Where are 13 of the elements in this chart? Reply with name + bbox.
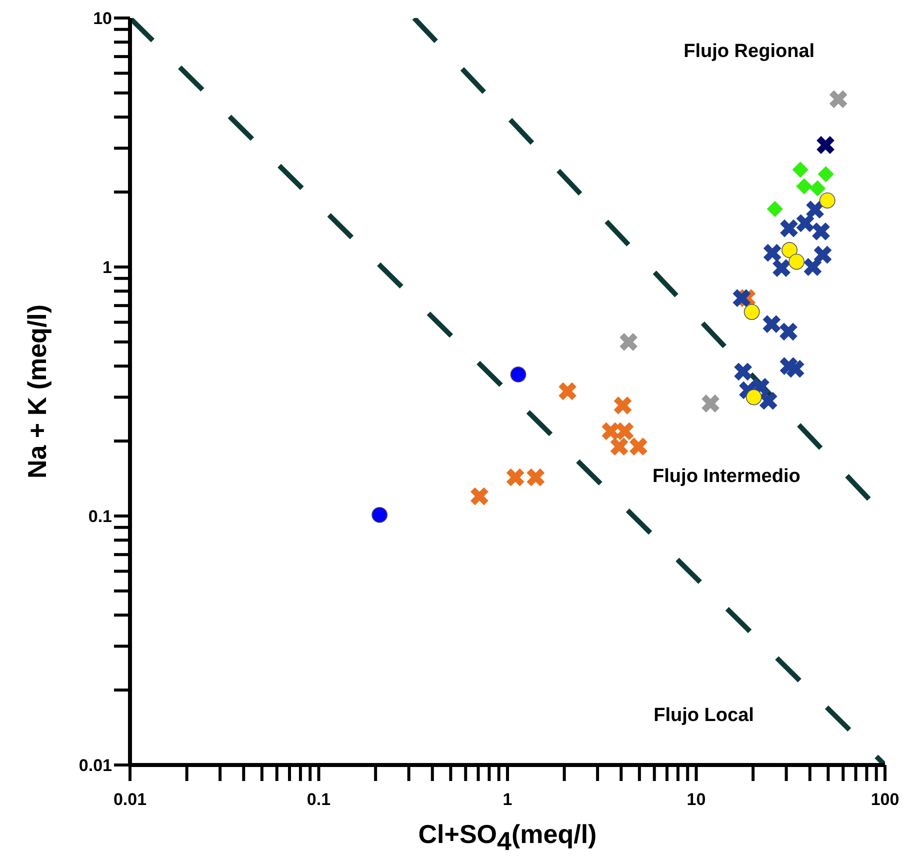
annotation: Flujo Local bbox=[654, 705, 754, 728]
y-tick-label: 10 bbox=[93, 9, 112, 28]
y-axis-title: Na + K (meq/l) bbox=[22, 304, 52, 479]
x-tick-label: 0.01 bbox=[113, 790, 147, 810]
x-tick-label: 10 bbox=[686, 790, 706, 810]
annotation: Flujo Intermedio bbox=[652, 466, 800, 488]
y-tick-label: 0.1 bbox=[88, 507, 112, 526]
annotation: Flujo Regional bbox=[684, 40, 815, 63]
y-tick-label: 1 bbox=[102, 258, 112, 278]
x-tick-label: 0.1 bbox=[306, 790, 331, 810]
y-tick-label: 0.01 bbox=[78, 756, 112, 776]
x-tick-label: 1 bbox=[502, 790, 512, 810]
x-tick-label: 100 bbox=[870, 790, 900, 810]
